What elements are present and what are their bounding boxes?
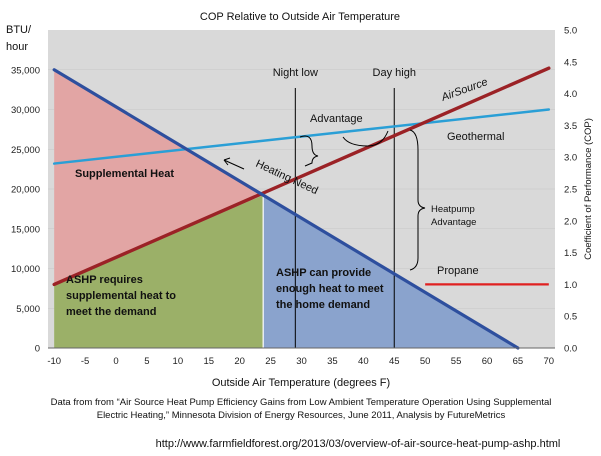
x-tick-label: 50 — [420, 356, 431, 367]
ashp-can-label: the home demand — [276, 299, 370, 311]
y-right-tick-label: 4.5 — [564, 57, 577, 68]
x-tick-label: 15 — [203, 356, 214, 367]
y-left-tick-label: 0 — [35, 344, 40, 355]
y-left-tick-label: 35,000 — [11, 65, 40, 76]
ashp-requires-label: ASHP requires — [66, 274, 143, 286]
y-right-label: Coefficient of Performance (COP) — [583, 118, 594, 260]
propane-label: Propane — [437, 265, 479, 277]
advantage-label: Advantage — [310, 113, 363, 125]
y-left-tick-label: 30,000 — [11, 105, 40, 116]
x-tick-label: 70 — [544, 356, 555, 367]
y-right-tick-label: 0.0 — [564, 344, 577, 355]
source-note-line: Electric Heating,” Minnesota Division of… — [97, 410, 506, 421]
heatpump-advantage-label: Heatpump — [431, 204, 475, 215]
x-tick-label: 20 — [234, 356, 245, 367]
axes: -10 -5 0 5 10 15 20 25 30 35 40 45 50 55 60 65 70 0 5,000 1… — [11, 26, 577, 368]
heating-need-arrow-shaft — [223, 159, 245, 170]
x-tick-label: -10 — [47, 356, 61, 367]
chart-title: COP Relative to Outside Air Temperature — [200, 11, 400, 23]
source-url: http://www.farmfieldforest.org/2013/03/o… — [156, 438, 561, 450]
y-right-tick-label: 4.0 — [564, 89, 577, 100]
x-tick-label: 5 — [144, 356, 149, 367]
x-tick-label: 25 — [265, 356, 276, 367]
y-left-tick-label: 20,000 — [11, 185, 40, 196]
y-left-tick-label: 10,000 — [11, 264, 40, 275]
x-tick-label: 55 — [451, 356, 462, 367]
x-tick-label: 40 — [358, 356, 369, 367]
ashp-requires-region — [54, 195, 264, 348]
x-tick-label: 30 — [296, 356, 307, 367]
x-axis-label: Outside Air Temperature (degrees F) — [212, 377, 390, 389]
x-tick-label: 45 — [389, 356, 400, 367]
vertical-markers: Night low Day high — [273, 67, 416, 348]
y-right-tick-label: 3.0 — [564, 153, 577, 164]
y-right-tick-label: 3.5 — [564, 121, 577, 132]
x-tick-label: -5 — [81, 356, 89, 367]
night-low-label: Night low — [273, 67, 318, 79]
heatpump-advantage-brace — [409, 129, 426, 271]
y-right-tick-label: 1.0 — [564, 280, 577, 291]
advantage-brace-day — [342, 130, 389, 147]
x-tick-label: 35 — [327, 356, 338, 367]
day-high-label: Day high — [373, 67, 416, 79]
supplemental-heat-region — [54, 69, 264, 285]
geothermal-label: Geothermal — [447, 131, 504, 143]
heatpump-advantage-label: Advantage — [431, 217, 476, 228]
y-left-label-line-1: BTU/ — [6, 24, 32, 36]
advantage-brace-night — [299, 135, 319, 167]
x-tick-label: 0 — [113, 356, 118, 367]
y-left-tick-label: 25,000 — [11, 145, 40, 156]
source-note-line: Data from from “Air Source Heat Pump Eff… — [51, 397, 552, 408]
y-right-tick-label: 1.5 — [564, 248, 577, 259]
heating-need-line — [52, 68, 520, 350]
chart-labels: COP Relative to Outside Air Temperature B… — [6, 11, 594, 450]
y-right-tick-label: 5.0 — [564, 26, 577, 37]
ashp-can-label: ASHP can provide — [276, 267, 371, 279]
x-tick-label: 10 — [173, 356, 184, 367]
ashp-can-label: enough heat to meet — [276, 283, 384, 295]
ashp-requires-label: meet the demand — [66, 306, 156, 318]
x-tick-label: 60 — [482, 356, 493, 367]
heating-need-arrowhead — [223, 157, 231, 166]
y-left-tick-label: 5,000 — [16, 304, 40, 315]
y-left-tick-label: 15,000 — [11, 224, 40, 235]
x-tick-label: 65 — [513, 356, 524, 367]
supplemental-heat-label: Supplemental Heat — [75, 168, 174, 180]
y-left-label-line-2: hour — [6, 41, 28, 53]
y-right-tick-label: 2.0 — [564, 216, 577, 227]
y-right-tick-label: 0.5 — [564, 312, 577, 323]
y-right-tick-label: 2.5 — [564, 185, 577, 196]
ashp-requires-label: supplemental heat to — [66, 290, 176, 302]
airsource-line — [52, 66, 551, 287]
